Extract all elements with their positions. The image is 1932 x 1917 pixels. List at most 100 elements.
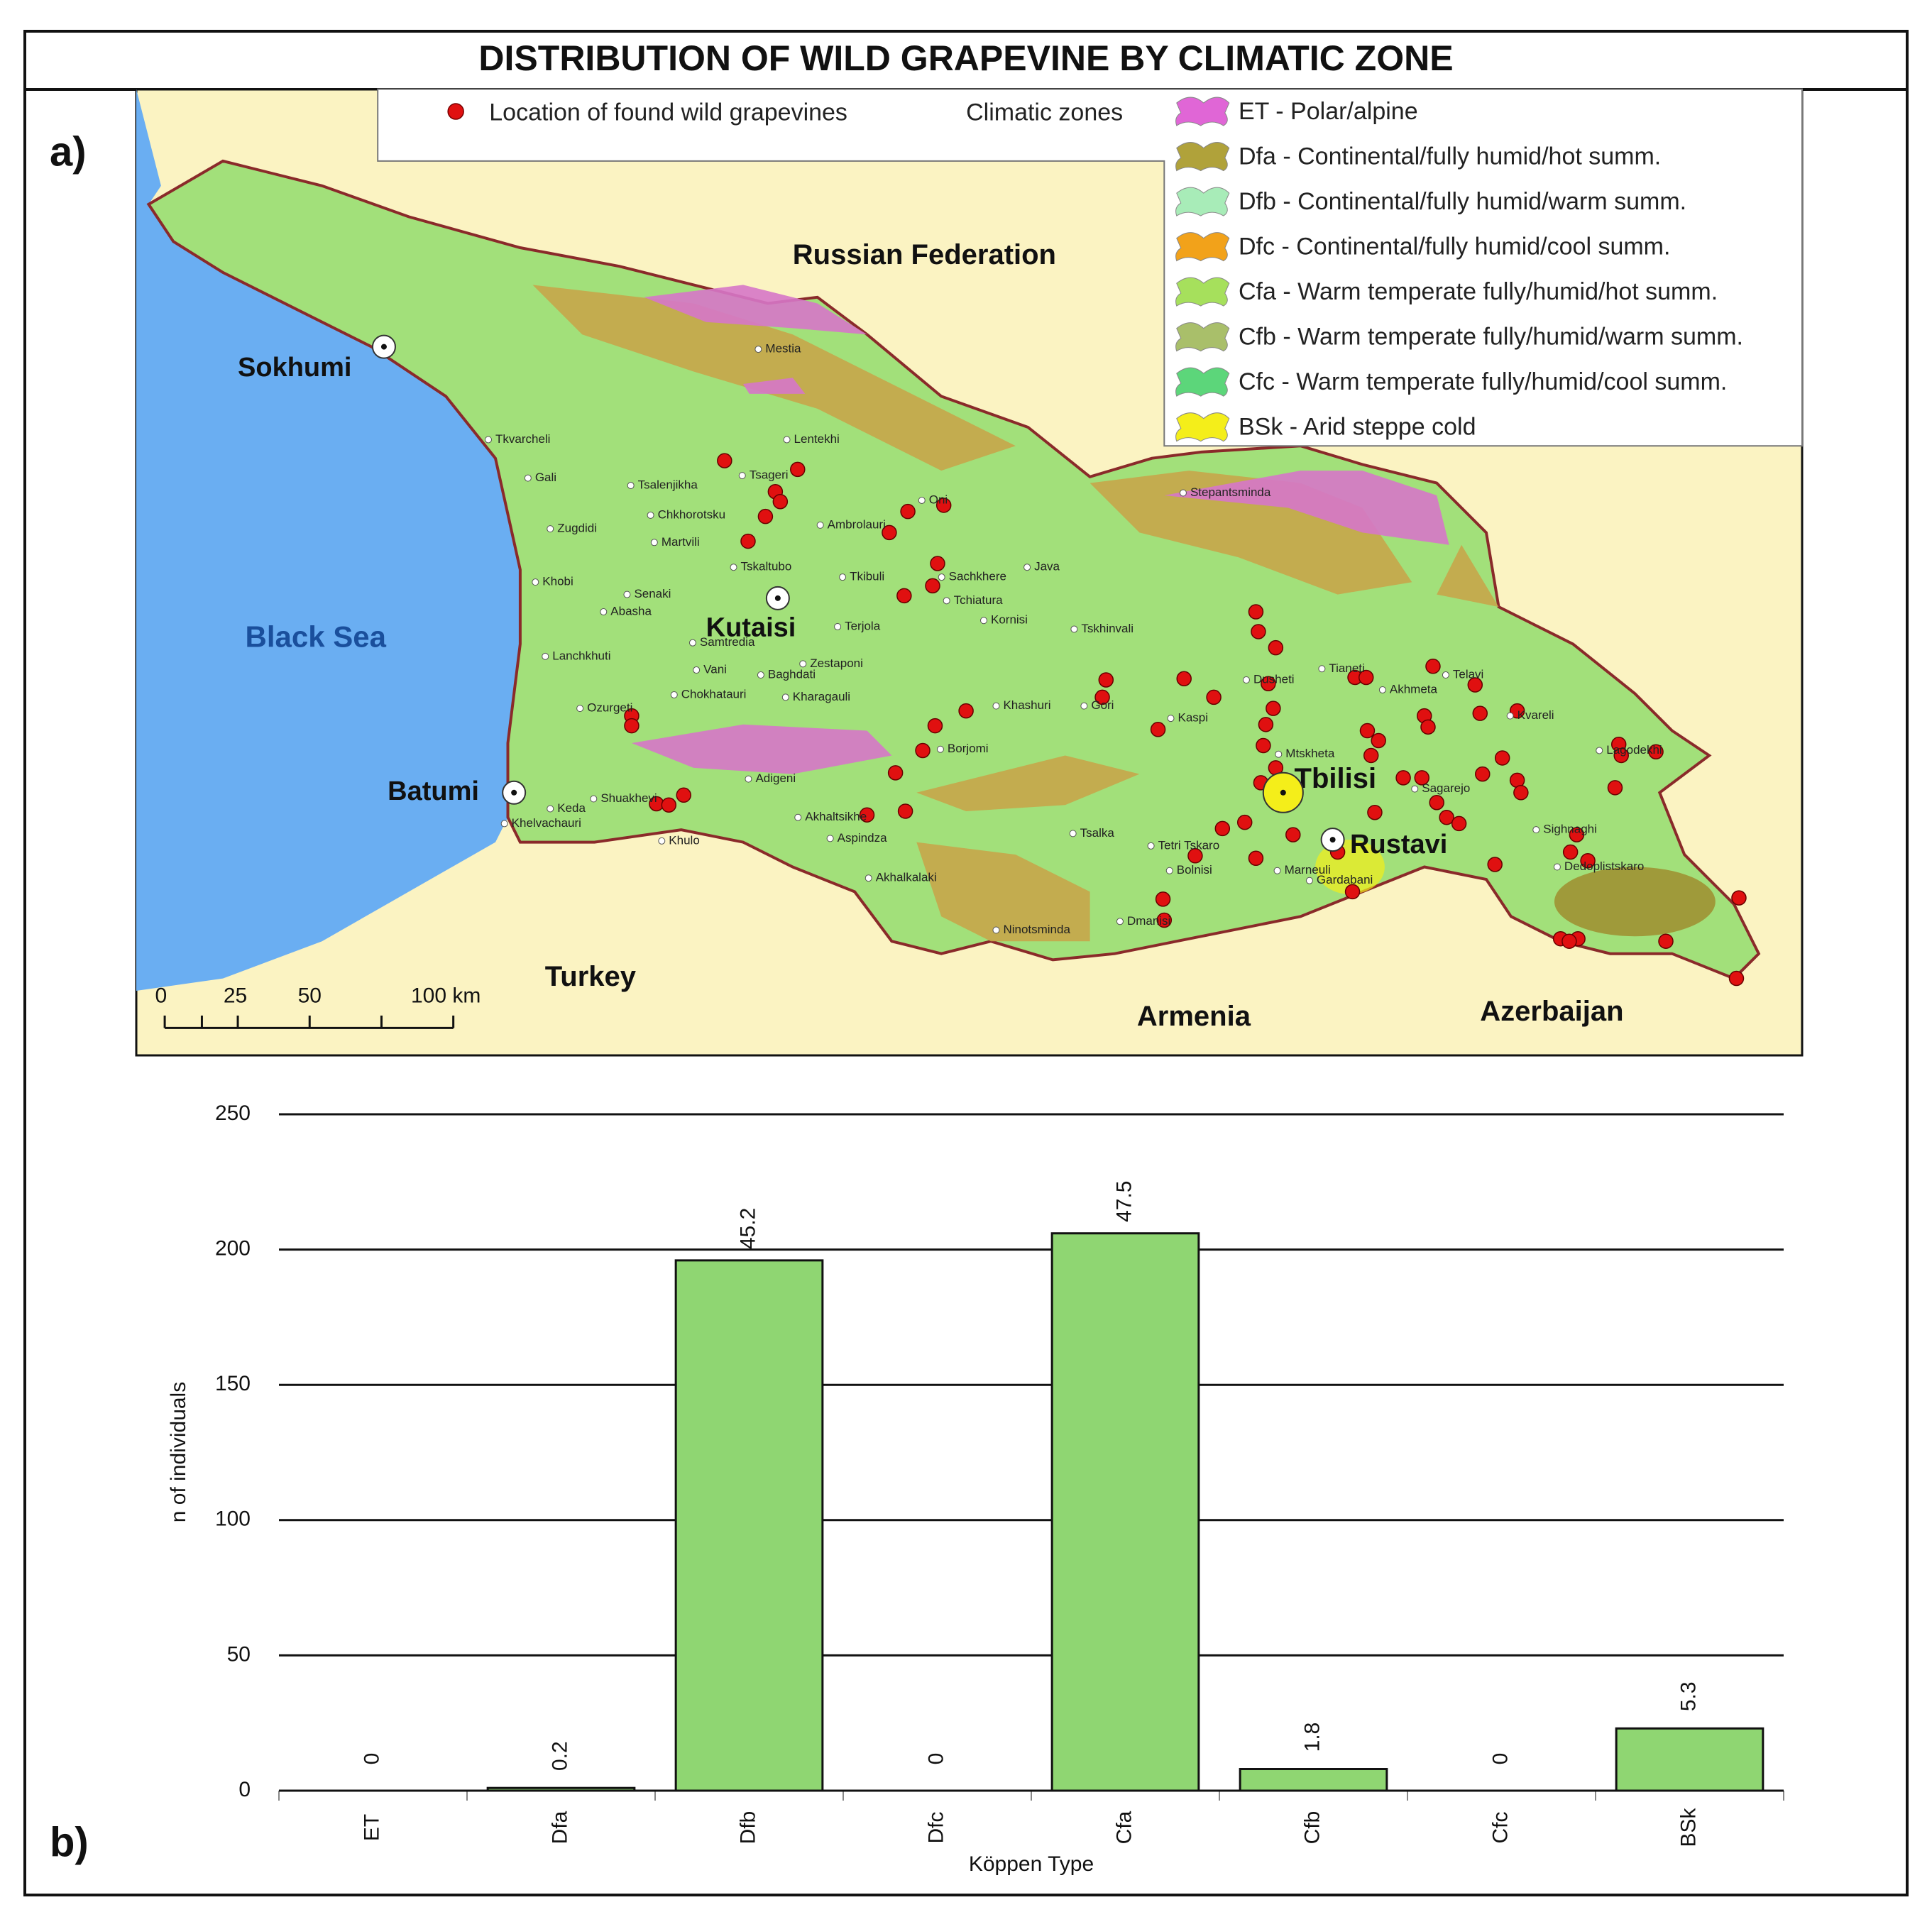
place-label: Zestaponi bbox=[810, 657, 863, 670]
place-label: Samtredia bbox=[700, 635, 755, 649]
town-marker bbox=[547, 805, 554, 813]
country bbox=[146, 159, 1761, 980]
grapevine-location bbox=[790, 461, 806, 478]
grapevine-location bbox=[1414, 770, 1430, 786]
place-label: Shuakhevi bbox=[600, 791, 657, 805]
place-label: Ambrolauri bbox=[828, 517, 886, 531]
town-marker bbox=[1378, 686, 1386, 693]
place-label: Lentekhi bbox=[794, 432, 840, 446]
data-label: 1.8 bbox=[1300, 1723, 1324, 1752]
town-marker bbox=[781, 693, 789, 701]
town-marker bbox=[745, 775, 752, 783]
town-marker bbox=[688, 639, 696, 647]
grapevine-location bbox=[717, 453, 732, 468]
place-label: Vani bbox=[703, 663, 727, 676]
grapevine-location bbox=[1363, 747, 1379, 764]
place-label: Khashuri bbox=[1003, 698, 1050, 712]
bar bbox=[674, 1259, 824, 1792]
place-label: Gori bbox=[1091, 698, 1114, 712]
legend-swatch bbox=[1175, 322, 1230, 352]
x-tick-label: Dfc bbox=[924, 1812, 948, 1844]
town-marker bbox=[826, 835, 834, 842]
town-marker bbox=[1273, 867, 1281, 874]
grapevine-location bbox=[1451, 815, 1467, 832]
town-marker bbox=[1069, 830, 1077, 837]
grapevine-location bbox=[1268, 639, 1284, 656]
x-tick-label: Cfc bbox=[1488, 1812, 1512, 1844]
y-tick-label: 150 bbox=[215, 1372, 251, 1395]
grapevine-location bbox=[1094, 689, 1110, 705]
x-tick-label: Cfa bbox=[1112, 1811, 1136, 1844]
place-label: Lagodekhi bbox=[1606, 743, 1662, 757]
city-marker bbox=[380, 344, 387, 350]
grapevine-location bbox=[925, 578, 940, 594]
legend-swatch bbox=[1175, 412, 1230, 442]
zone-dfc bbox=[916, 755, 1140, 811]
city-marker bbox=[774, 595, 781, 601]
town-marker bbox=[1442, 671, 1449, 679]
town-marker bbox=[500, 820, 508, 828]
grapevine-location bbox=[1261, 676, 1276, 691]
town-marker bbox=[936, 745, 944, 753]
zone-et bbox=[1164, 471, 1449, 545]
y-tick-label: 100 bbox=[215, 1507, 251, 1531]
town-marker bbox=[783, 436, 791, 444]
town-marker bbox=[992, 702, 1000, 710]
legend-label: Cfa - Warm temperate fully/humid/hot sum… bbox=[1239, 278, 1718, 305]
place-label: Tkibuli bbox=[850, 570, 884, 583]
place-label: Aspindza bbox=[838, 831, 887, 845]
town-marker bbox=[1275, 750, 1283, 758]
data-label: 5.3 bbox=[1676, 1681, 1700, 1711]
place-label: Telavi bbox=[1453, 668, 1483, 681]
scale-label: 25 bbox=[224, 984, 247, 1008]
town-marker bbox=[1596, 747, 1603, 754]
data-label: 47.5 bbox=[1112, 1181, 1136, 1222]
legend-swatch bbox=[1175, 142, 1230, 172]
grapevine-location bbox=[1251, 624, 1266, 639]
place-label: Tianeti bbox=[1329, 661, 1364, 675]
x-tick-label: ET bbox=[360, 1814, 383, 1841]
place-label: Lanchkhuti bbox=[552, 649, 610, 662]
grapevine-location bbox=[935, 498, 952, 513]
grapevine-location bbox=[1487, 857, 1503, 872]
town-marker bbox=[1242, 676, 1250, 684]
grapevine-location bbox=[1425, 659, 1441, 674]
grapevine-location bbox=[1731, 890, 1747, 906]
place-label: Sighnaghi bbox=[1543, 823, 1597, 836]
place-label: Tkvarcheli bbox=[495, 432, 550, 446]
town-marker bbox=[794, 813, 802, 821]
town-marker bbox=[627, 482, 635, 490]
town-marker bbox=[650, 539, 658, 546]
legend-box bbox=[377, 88, 1803, 447]
place-label: Java bbox=[1034, 560, 1060, 573]
grapevine-location bbox=[772, 493, 789, 510]
city-marker bbox=[1280, 789, 1286, 796]
town-marker bbox=[1305, 877, 1313, 884]
town-marker bbox=[816, 521, 824, 529]
zone-dfc bbox=[1437, 544, 1499, 608]
grapevine-location bbox=[1187, 848, 1203, 864]
grapevine-location bbox=[757, 508, 774, 524]
place-label: Sagarejo bbox=[1422, 781, 1470, 795]
place-label: Dusheti bbox=[1253, 672, 1295, 686]
town-marker bbox=[600, 608, 608, 616]
place-label: Mtskheta bbox=[1285, 747, 1335, 760]
place-label: Black Sea bbox=[246, 620, 387, 654]
place-label: Zugdidi bbox=[557, 522, 597, 535]
grapevine-location bbox=[1475, 766, 1491, 782]
town-marker bbox=[938, 573, 945, 581]
grapevine-location bbox=[1150, 722, 1166, 737]
grapevine-location bbox=[1236, 814, 1253, 830]
grapevine-location bbox=[1155, 891, 1171, 907]
data-label: 0 bbox=[924, 1753, 948, 1765]
place-label: Gardabani bbox=[1317, 873, 1373, 886]
town-marker bbox=[738, 472, 746, 480]
grapevine-location bbox=[1513, 785, 1529, 801]
town-marker bbox=[547, 525, 554, 533]
town-marker bbox=[754, 346, 762, 353]
town-marker bbox=[839, 573, 847, 581]
grapevine-location bbox=[1367, 804, 1383, 820]
city-marker bbox=[1329, 837, 1336, 843]
bar-chart: 0 50 100 150 200 250 ET 0 Dfa 0.2 Dfb 45.2 Dfc 0 Cfa 47… bbox=[167, 1102, 1784, 1876]
